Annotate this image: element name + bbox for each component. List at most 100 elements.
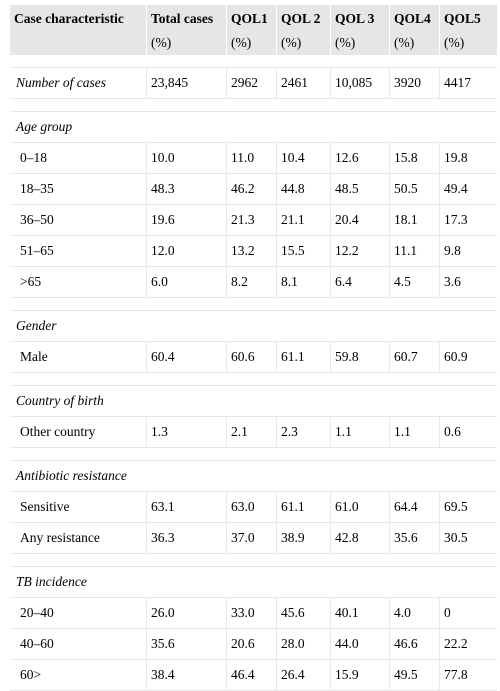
spacer-row — [10, 373, 497, 386]
table-cell: 77.8 — [439, 660, 497, 691]
table-cell: 6.4 — [330, 267, 389, 298]
table-cell: 4.0 — [389, 598, 439, 629]
header-qol2: QOL 2 — [276, 5, 330, 31]
table-cell: 60.4 — [146, 342, 226, 373]
table-row: >65 6.0 8.2 8.1 6.4 4.5 3.6 — [10, 267, 497, 298]
table-row: Number of cases 23,845 2962 2461 10,085 … — [10, 68, 497, 99]
row-label: Sensitive — [10, 492, 146, 523]
spacer-row — [10, 554, 497, 567]
table-cell: 60.7 — [389, 342, 439, 373]
header-unit-qol5: (%) — [439, 31, 497, 55]
table-cell: 4417 — [439, 68, 497, 99]
table-cell: 60.9 — [439, 342, 497, 373]
table-cell: 11.1 — [389, 236, 439, 267]
table-cell: 37.0 — [226, 523, 276, 554]
table-cell: 1.1 — [389, 417, 439, 448]
section-heading-row: TB incidence — [10, 567, 497, 598]
section-title: Gender — [10, 311, 497, 342]
table-cell: 44.8 — [276, 174, 330, 205]
table-cell: 18.1 — [389, 205, 439, 236]
table-cell: 10.0 — [146, 143, 226, 174]
table-cell: 46.4 — [226, 660, 276, 691]
table-cell: 48.5 — [330, 174, 389, 205]
table-row: 40–60 35.6 20.6 28.0 44.0 46.6 22.2 — [10, 629, 497, 660]
table-row: 60> 38.4 46.4 26.4 15.9 49.5 77.8 — [10, 660, 497, 691]
spacer-row — [10, 55, 497, 68]
spacer-row — [10, 99, 497, 112]
table-cell: 69.5 — [439, 492, 497, 523]
header-unit-empty — [10, 31, 146, 55]
header-qol4: QOL4 — [389, 5, 439, 31]
table-cell: 35.6 — [146, 629, 226, 660]
table-cell: 12.6 — [330, 143, 389, 174]
table-cell: 49.5 — [389, 660, 439, 691]
table-row: Any resistance 36.3 37.0 38.9 42.8 35.6 … — [10, 523, 497, 554]
table-cell: 9.8 — [439, 236, 497, 267]
header-unit-qol1: (%) — [226, 31, 276, 55]
table-cell: 0 — [439, 598, 497, 629]
table-cell: 20.4 — [330, 205, 389, 236]
table-cell: 21.1 — [276, 205, 330, 236]
table-cell: 64.4 — [389, 492, 439, 523]
table-cell: 61.0 — [330, 492, 389, 523]
table-cell: 50.5 — [389, 174, 439, 205]
table-cell: 2.3 — [276, 417, 330, 448]
table-cell: 61.1 — [276, 342, 330, 373]
header-qol3: QOL 3 — [330, 5, 389, 31]
header-qol5: QOL5 — [439, 5, 497, 31]
table-cell: 13.2 — [226, 236, 276, 267]
section-heading-row: Antibiotic resistance — [10, 461, 497, 492]
table-cell: 46.6 — [389, 629, 439, 660]
table-cell: 15.8 — [389, 143, 439, 174]
table-cell: 21.3 — [226, 205, 276, 236]
table-cell: 1.1 — [330, 417, 389, 448]
table-cell: 44.0 — [330, 629, 389, 660]
spacer-row — [10, 298, 497, 311]
table-cell: 45.6 — [276, 598, 330, 629]
section-title: TB incidence — [10, 567, 497, 598]
row-label: 51–65 — [10, 236, 146, 267]
row-label: Other country — [10, 417, 146, 448]
table-cell: 33.0 — [226, 598, 276, 629]
table-body: Number of cases 23,845 2962 2461 10,085 … — [10, 55, 497, 691]
table-cell: 38.9 — [276, 523, 330, 554]
table-cell: 48.3 — [146, 174, 226, 205]
table-cell: 15.9 — [330, 660, 389, 691]
section-heading-row: Gender — [10, 311, 497, 342]
table-cell: 19.6 — [146, 205, 226, 236]
table-row: 18–35 48.3 46.2 44.8 48.5 50.5 49.4 — [10, 174, 497, 205]
table-cell: 19.8 — [439, 143, 497, 174]
table-header: Case characteristic Total cases QOL1 QOL… — [10, 5, 497, 55]
header-qol1: QOL1 — [226, 5, 276, 31]
table-cell: 26.0 — [146, 598, 226, 629]
table-cell: 35.6 — [389, 523, 439, 554]
table-cell: 63.0 — [226, 492, 276, 523]
table-cell: 4.5 — [389, 267, 439, 298]
row-label: 0–18 — [10, 143, 146, 174]
section-title: Age group — [10, 112, 497, 143]
table-cell: 2.1 — [226, 417, 276, 448]
table-cell: 10.4 — [276, 143, 330, 174]
table-cell: 15.5 — [276, 236, 330, 267]
table-row: 36–50 19.6 21.3 21.1 20.4 18.1 17.3 — [10, 205, 497, 236]
table-cell: 2962 — [226, 68, 276, 99]
table-cell: 61.1 — [276, 492, 330, 523]
section-heading-row: Age group — [10, 112, 497, 143]
table-row: Sensitive 63.1 63.0 61.1 61.0 64.4 69.5 — [10, 492, 497, 523]
table-row: Other country 1.3 2.1 2.3 1.1 1.1 0.6 — [10, 417, 497, 448]
table-cell: 38.4 — [146, 660, 226, 691]
row-label: 40–60 — [10, 629, 146, 660]
header-unit-total: (%) — [146, 31, 226, 55]
table-cell: 3920 — [389, 68, 439, 99]
table-cell: 0.6 — [439, 417, 497, 448]
table-cell: 46.2 — [226, 174, 276, 205]
table-cell: 22.2 — [439, 629, 497, 660]
table-cell: 8.2 — [226, 267, 276, 298]
header-unit-qol4: (%) — [389, 31, 439, 55]
table-cell: 17.3 — [439, 205, 497, 236]
table-cell: 6.0 — [146, 267, 226, 298]
table-cell: 10,085 — [330, 68, 389, 99]
table-row: 0–18 10.0 11.0 10.4 12.6 15.8 19.8 — [10, 143, 497, 174]
header-unit-qol3: (%) — [330, 31, 389, 55]
section-title: Country of birth — [10, 386, 497, 417]
